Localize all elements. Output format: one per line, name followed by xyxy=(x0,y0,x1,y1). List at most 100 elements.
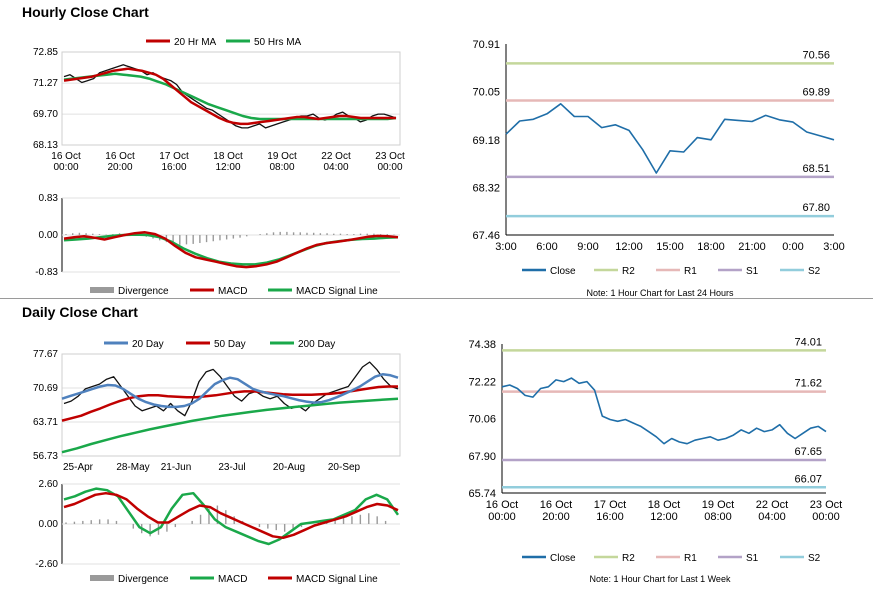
legend-swatch xyxy=(90,575,114,581)
x-tick-label: 23 Oct 00:00 xyxy=(375,151,405,173)
x-tick-label: 16 Oct 20:00 xyxy=(540,499,572,523)
y-tick-label: 2.60 xyxy=(39,479,59,490)
y-tick-label: -0.83 xyxy=(35,267,58,278)
legend-label: R1 xyxy=(684,553,697,564)
weekly-close-note: Note: 1 Hour Chart for Last 1 Week xyxy=(589,574,731,584)
ma50-series-line xyxy=(61,385,398,422)
y-tick-label: 63.71 xyxy=(33,417,58,428)
y-tick-label: 70.91 xyxy=(472,39,500,51)
legend-label: S2 xyxy=(808,553,821,564)
level-label-r1: 71.62 xyxy=(794,378,822,390)
x-tick-label: 28-May xyxy=(116,462,149,473)
legend-label: MACD Signal Line xyxy=(296,574,378,585)
x-tick-label: 22 Oct 04:00 xyxy=(321,151,351,173)
level-label-s2: 67.80 xyxy=(802,202,830,214)
x-tick-label: 21:00 xyxy=(738,241,766,253)
x-tick-label: 0:00 xyxy=(782,241,803,253)
macd-signal-line xyxy=(63,491,399,540)
hourly-24h-note: Note: 1 Hour Chart for Last 24 Hours xyxy=(586,288,734,298)
weekly-close-chart: 74.38 72.22 70.06 67.90 65.74 74.01 71.62 67.65… xyxy=(468,336,842,564)
x-tick-label: 15:00 xyxy=(656,241,684,253)
x-tick-label: 21-Jun xyxy=(161,462,192,473)
x-tick-label: 3:00 xyxy=(495,241,516,253)
legend-label: R2 xyxy=(622,553,635,564)
level-label-s1: 67.65 xyxy=(794,446,822,458)
y-tick-label: 68.13 xyxy=(33,140,58,151)
x-tick-label: 19 Oct 08:00 xyxy=(702,499,734,523)
legend-label: Divergence xyxy=(118,286,169,297)
ma20-series-line xyxy=(61,373,399,409)
y-tick-label: 0.00 xyxy=(39,519,59,530)
y-tick-label: 69.18 xyxy=(472,135,500,147)
y-tick-label: 0.00 xyxy=(39,230,59,241)
level-label-s1: 68.51 xyxy=(802,163,830,175)
level-label-r1: 69.89 xyxy=(802,86,830,98)
y-tick-label: 65.74 xyxy=(468,488,496,500)
hourly-section-title: Hourly Close Chart xyxy=(22,4,149,20)
legend-label: 50 Day xyxy=(214,339,246,350)
y-tick-label: 67.46 xyxy=(472,230,500,242)
y-tick-label: 68.32 xyxy=(472,182,500,194)
daily-price-chart: 77.67 70.69 63.71 56.73 25-Apr 28-May 21-Jun 23… xyxy=(33,339,401,473)
y-tick-label: -2.60 xyxy=(35,559,58,570)
x-tick-label: 16 Oct 00:00 xyxy=(51,151,81,173)
x-tick-label: 6:00 xyxy=(536,241,557,253)
x-tick-label: 18:00 xyxy=(697,241,725,253)
y-tick-label: 70.06 xyxy=(468,414,496,426)
plot-frame xyxy=(61,353,401,457)
y-tick-label: 72.22 xyxy=(468,376,496,388)
legend-label: MACD xyxy=(218,286,247,297)
level-label-r2: 74.01 xyxy=(794,336,822,348)
y-tick-label: 74.38 xyxy=(468,339,496,351)
x-tick-label: 25-Apr xyxy=(63,462,94,473)
legend-label: MACD Signal Line xyxy=(296,286,378,297)
legend-label: Close xyxy=(550,266,576,277)
x-tick-label: 9:00 xyxy=(577,241,598,253)
legend-label: R1 xyxy=(684,266,697,277)
legend-swatch xyxy=(90,287,114,293)
y-tick-label: 69.70 xyxy=(33,109,58,120)
y-tick-label: 70.69 xyxy=(33,383,58,394)
x-tick-label: 19 Oct 08:00 xyxy=(267,151,297,173)
daily-section-title: Daily Close Chart xyxy=(22,304,138,320)
y-tick-label: 71.27 xyxy=(33,78,58,89)
level-label-s2: 66.07 xyxy=(794,473,822,485)
x-tick-label: 20-Aug xyxy=(273,462,305,473)
legend-label: S1 xyxy=(746,553,759,564)
close-series-line xyxy=(505,103,835,174)
y-tick-label: 0.83 xyxy=(39,193,59,204)
daily-macd-chart: 2.60 0.00 -2.60 Divergence MACD MACD Signal L… xyxy=(35,479,400,585)
legend-label: 50 Hrs MA xyxy=(254,37,302,48)
macd-line xyxy=(63,231,399,269)
x-tick-label: 18 Oct 12:00 xyxy=(648,499,680,523)
legend-label: 20 Day xyxy=(132,339,164,350)
y-tick-label: 67.90 xyxy=(468,451,496,463)
x-tick-label: 18 Oct 12:00 xyxy=(213,151,243,173)
y-tick-label: 56.73 xyxy=(33,451,58,462)
y-tick-label: 70.05 xyxy=(472,87,500,99)
legend-label: S1 xyxy=(746,266,759,277)
hourly-macd-chart: 0.83 0.00 -0.83 Divergence MACD MACD Signal L… xyxy=(35,193,400,297)
ma200-series-line xyxy=(61,397,399,454)
x-tick-label: 12:00 xyxy=(615,241,643,253)
ma20-series-line xyxy=(63,67,396,126)
x-tick-label: 22 Oct 04:00 xyxy=(756,499,788,523)
macd-line xyxy=(63,487,400,546)
y-tick-label: 72.85 xyxy=(33,47,58,58)
legend-label: Close xyxy=(550,553,576,564)
legend-label: Divergence xyxy=(118,574,169,585)
x-tick-label: 17 Oct 16:00 xyxy=(159,151,189,173)
section-divider xyxy=(0,298,873,299)
legend-label: MACD xyxy=(218,574,247,585)
plot-frame xyxy=(61,51,401,146)
x-tick-label: 17 Oct 16:00 xyxy=(594,499,626,523)
x-tick-label: 20-Sep xyxy=(328,462,361,473)
legend-label: 200 Day xyxy=(298,339,335,350)
x-tick-label: 16 Oct 20:00 xyxy=(105,151,135,173)
x-tick-label: 16 Oct 00:00 xyxy=(486,499,518,523)
y-tick-label: 77.67 xyxy=(33,349,58,360)
x-tick-label: 23-Jul xyxy=(218,462,245,473)
x-tick-label: 3:00 xyxy=(823,241,844,253)
legend-label: 20 Hr MA xyxy=(174,37,217,48)
